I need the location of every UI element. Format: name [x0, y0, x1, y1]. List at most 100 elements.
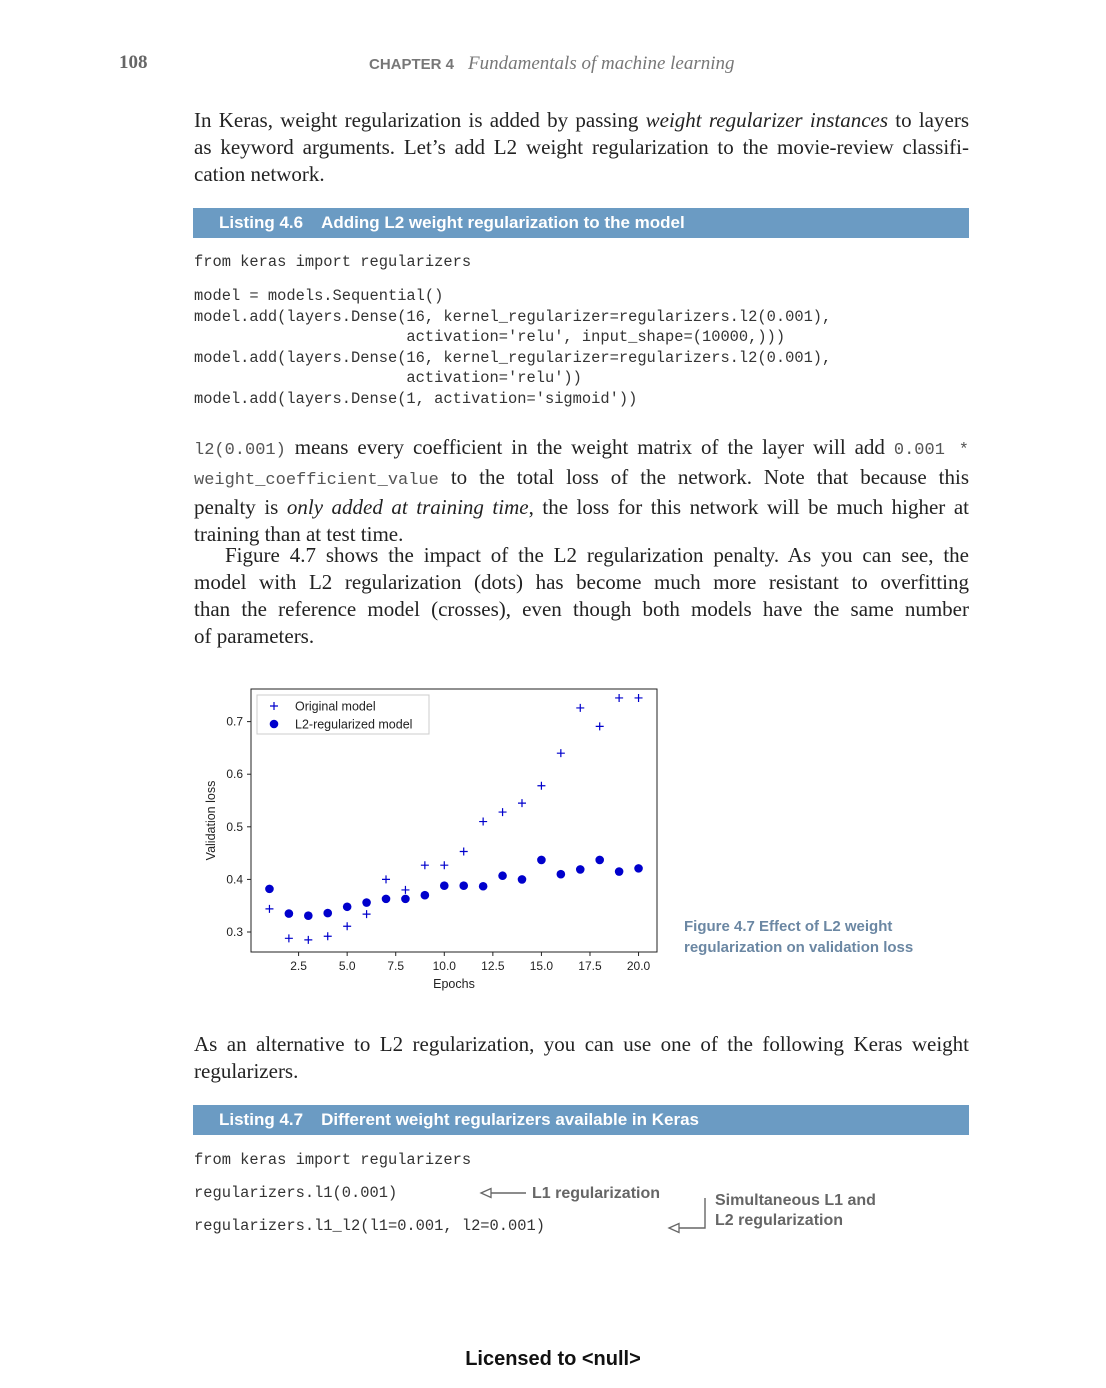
- annotation-arrows: [479, 1187, 706, 1234]
- l2-model-point: [478, 881, 488, 891]
- x-tick-label: 15.0: [530, 959, 554, 973]
- page-number: 108: [119, 52, 148, 73]
- code-import: from keras import regularizers: [194, 1151, 472, 1169]
- legend-cross-icon: [270, 702, 278, 710]
- code-import: from keras import regularizers: [194, 253, 472, 271]
- code-model: model = models.Sequential() model.add(la…: [194, 287, 832, 408]
- l2-model-point: [401, 894, 410, 904]
- para2-text: to the total loss of the network. Note t…: [438, 465, 969, 489]
- x-tick-label: 7.5: [387, 959, 404, 973]
- l2-model-point: [634, 864, 643, 873]
- l2-model-point: [362, 898, 371, 907]
- chapter-title: Fundamentals of machine learning: [468, 53, 735, 74]
- para3-line: of parameters.: [194, 624, 315, 648]
- validation-loss-chart: 2.5 5.0 7.5 10.0 12.5 15.0 17.5 20.0 0.3 0.4 0.5 0.…: [204, 688, 658, 991]
- l2-model-point: [439, 881, 449, 891]
- y-tick-label: 0.5: [226, 820, 243, 834]
- annotation-l1-l2-line1: Simultaneous L1 and: [715, 1192, 876, 1209]
- original-model-point: [323, 932, 332, 941]
- original-model-point: [440, 861, 449, 870]
- l2-model-point: [517, 875, 527, 884]
- original-model-point: [479, 817, 488, 826]
- para4-line: regularizers.: [194, 1059, 299, 1083]
- inline-code: weight_coefficient_value: [194, 471, 439, 490]
- listing-4-7-header: Listing 4.7 Different weight regularizers…: [193, 1105, 969, 1135]
- arrow-head-icon: [667, 1222, 680, 1234]
- para2-text: , the loss for this network will be much…: [528, 495, 969, 519]
- explanation-paragraph: l2(0.001) means every coefficient in the…: [194, 434, 969, 548]
- original-model-point: [343, 922, 352, 931]
- l2-model-point: [420, 890, 430, 900]
- original-model-point: [382, 875, 391, 884]
- l2-model-point: [284, 909, 294, 918]
- para2-text: means every coefficient in the weight ma…: [285, 435, 894, 459]
- l2-model-point: [595, 855, 604, 865]
- figure-caption: Figure 4.7 Effect of L2 weight regulariz…: [684, 916, 913, 958]
- intro-paragraph: In Keras, weight regularization is added…: [194, 107, 969, 188]
- original-model-point: [304, 935, 313, 944]
- listing-title: Adding L2 weight regularization to the m…: [321, 213, 685, 232]
- inline-code: l2(0.001): [194, 441, 286, 460]
- l2-model-point: [304, 911, 313, 921]
- l2-model-point: [556, 869, 566, 879]
- para1-text: In Keras, weight regularization is added…: [194, 108, 646, 132]
- para1-line: cation network.: [194, 162, 325, 186]
- para2-text: penalty is: [194, 495, 287, 519]
- y-tick-label: 0.4: [226, 872, 243, 886]
- running-head: CHAPTER 4 Fundamentals of machine learnin…: [369, 53, 735, 75]
- listing-number: Listing 4.6: [219, 213, 304, 232]
- y-tick-label: 0.6: [226, 767, 243, 781]
- original-model-point: [284, 934, 293, 943]
- original-model-point: [498, 808, 507, 817]
- l2-model-point: [342, 902, 352, 912]
- bracket-line: [673, 1198, 706, 1229]
- original-model-point: [401, 885, 410, 894]
- legend-label: L2-regularized model: [295, 718, 412, 732]
- x-tick-label: 10.0: [433, 959, 457, 973]
- para3-line: than the reference model (crosses), even…: [194, 597, 969, 621]
- figure-discussion-paragraph: Figure 4.7 shows the impact of the L2 re…: [194, 542, 969, 650]
- caption-line: regularization on validation loss: [684, 939, 914, 956]
- annotation-l1-l2-line2: L2 regularization: [715, 1212, 844, 1229]
- original-model-point: [537, 781, 546, 790]
- listing-title: Different weight regularizers available …: [321, 1110, 699, 1129]
- legend-dot-icon: [269, 719, 279, 729]
- x-tick-label: 20.0: [627, 959, 651, 973]
- x-tick-label: 5.0: [339, 959, 356, 973]
- code-l1-l2: regularizers.l1_l2(l1=0.001, l2=0.001): [194, 1217, 545, 1235]
- para2-line: training than at test time.: [194, 522, 404, 546]
- l2-model-point: [459, 881, 469, 891]
- l2-model-point: [614, 867, 624, 876]
- alternatives-paragraph: As an alternative to L2 regularization, …: [194, 1031, 969, 1085]
- x-tick-label: 12.5: [481, 959, 505, 973]
- l2-model-point: [323, 908, 333, 918]
- legend-label: Original model: [295, 700, 376, 714]
- inline-code: 0.001 *: [893, 441, 969, 460]
- listing-number: Listing 4.7: [219, 1110, 304, 1129]
- para4-line: As an alternative to L2 regularization, …: [194, 1032, 969, 1056]
- chapter-label: CHAPTER 4: [369, 56, 455, 73]
- original-model-point: [265, 904, 274, 913]
- y-axis-label: Validation loss: [204, 781, 218, 861]
- legend-box: [256, 694, 430, 735]
- para3-line: Figure 4.7 shows the impact of the L2 re…: [225, 543, 969, 567]
- y-tick-label: 0.7: [226, 715, 243, 729]
- original-model-point: [556, 749, 565, 758]
- l2-model-point: [537, 855, 546, 865]
- original-model-point: [634, 693, 643, 702]
- l2-model-point: [498, 871, 507, 881]
- arrow-head-icon: [479, 1187, 492, 1199]
- original-model-point: [595, 722, 604, 731]
- l2-model-point: [265, 884, 274, 894]
- caption-line: Figure 4.7 Effect of L2 weight: [684, 918, 893, 935]
- original-model-point: [615, 693, 624, 702]
- original-model-point: [517, 799, 526, 808]
- y-tick-label: 0.3: [226, 925, 243, 939]
- original-model-point: [420, 861, 429, 870]
- annotation-l1: L1 regularization: [532, 1185, 661, 1202]
- original-model-point: [362, 910, 371, 919]
- listing-4-6-header: Listing 4.6 Adding L2 weight regularizati…: [193, 208, 969, 238]
- x-tick-label: 2.5: [290, 959, 307, 973]
- x-tick-label: 17.5: [578, 959, 602, 973]
- l2-model-point: [575, 865, 585, 874]
